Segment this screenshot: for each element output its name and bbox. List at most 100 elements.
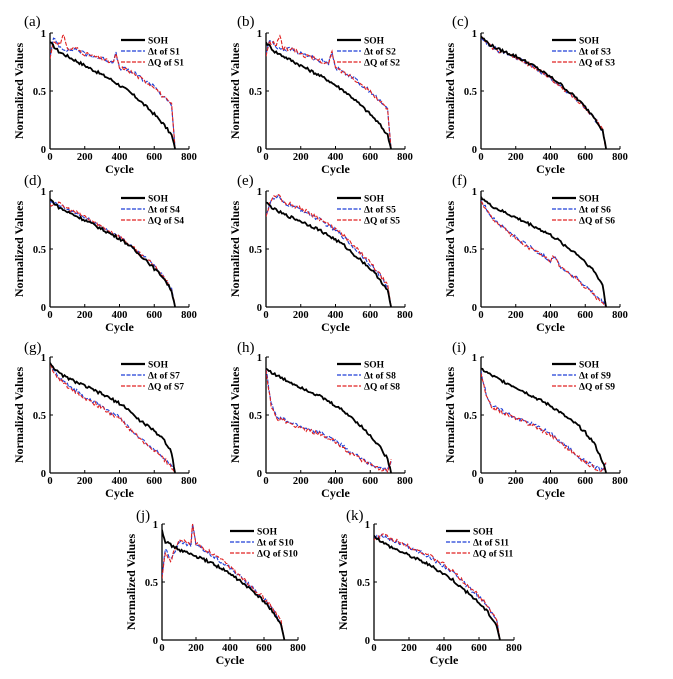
x-tick-label: 200 bbox=[508, 476, 524, 487]
x-tick-label: 400 bbox=[543, 152, 559, 163]
legend-label: ΔQ of S1 bbox=[148, 59, 184, 69]
legend-label: SOH bbox=[579, 361, 600, 371]
legend-label: SOH bbox=[579, 37, 600, 47]
y-tick-label: 0.5 bbox=[464, 245, 477, 256]
legend-label: SOH bbox=[148, 195, 169, 205]
x-tick-label: 800 bbox=[181, 152, 197, 163]
x-axis-title: Cycle bbox=[105, 162, 134, 176]
y-tick-label: 1 bbox=[472, 187, 477, 198]
panel-h: (h) 0 200 400 600 800 0 0.5 1 Cycle Normalized Val… bbox=[228, 340, 413, 500]
x-tick-label: 400 bbox=[112, 476, 128, 487]
panel-a: (a) 0 200 400 600 800 0 0.5 1 Cycle Normalized Val… bbox=[12, 14, 197, 176]
panel-label: (b) bbox=[237, 14, 255, 30]
y-tick-label: 1 bbox=[472, 29, 477, 40]
series-line-dt bbox=[481, 200, 607, 307]
panel-label: (j) bbox=[136, 508, 150, 524]
y-axis-title: Normalized Values bbox=[443, 43, 457, 140]
y-tick-label: 0 bbox=[153, 636, 158, 647]
x-axis-title: Cycle bbox=[430, 653, 459, 667]
panel-j: (j) 0 200 400 600 800 0 0.5 1 Cycle Normalized Val… bbox=[124, 508, 306, 667]
x-tick-label: 600 bbox=[362, 152, 378, 163]
series-line-dq bbox=[481, 373, 607, 472]
x-tick-label: 400 bbox=[328, 310, 344, 321]
y-axis-title: Normalized Values bbox=[12, 43, 26, 140]
x-tick-label: 200 bbox=[401, 643, 417, 654]
series-line-soh bbox=[374, 535, 501, 640]
x-tick-label: 800 bbox=[290, 643, 306, 654]
series-line-dq bbox=[266, 369, 392, 473]
x-axis-title: Cycle bbox=[536, 162, 565, 176]
series-line-dq bbox=[481, 201, 607, 307]
panel-d: (d) 0 200 400 600 800 0 0.5 1 Cycle Normalized Val… bbox=[12, 173, 197, 334]
x-tick-label: 0 bbox=[478, 152, 483, 163]
x-tick-label: 800 bbox=[181, 476, 197, 487]
y-tick-label: 0.5 bbox=[249, 411, 262, 422]
x-tick-label: 600 bbox=[146, 310, 162, 321]
x-axis-title: Cycle bbox=[536, 320, 565, 334]
y-tick-label: 0.5 bbox=[33, 245, 46, 256]
y-axis-title: Normalized Values bbox=[12, 201, 26, 298]
series-line-dq bbox=[374, 533, 501, 640]
legend-label: SOH bbox=[364, 37, 385, 47]
x-axis-title: Cycle bbox=[321, 320, 350, 334]
legend-label: Δt of S6 bbox=[579, 206, 611, 216]
legend-label: SOH bbox=[148, 361, 169, 371]
legend-label: ΔQ of S5 bbox=[364, 217, 400, 227]
x-tick-label: 800 bbox=[612, 152, 628, 163]
x-tick-label: 0 bbox=[371, 643, 376, 654]
y-tick-label: 0.5 bbox=[33, 411, 46, 422]
x-tick-label: 400 bbox=[112, 310, 128, 321]
series-line-dt bbox=[266, 194, 392, 307]
panel-label: (g) bbox=[24, 340, 42, 356]
panel-i: (i) 0 200 400 600 800 0 0.5 1 Cycle Normalized Val… bbox=[443, 340, 628, 500]
y-axis-title: Normalized Values bbox=[124, 534, 138, 631]
y-tick-label: 1 bbox=[41, 187, 46, 198]
panel-label: (c) bbox=[452, 14, 469, 30]
series-line-dt bbox=[50, 37, 176, 149]
series-line-dq bbox=[266, 34, 392, 149]
x-tick-label: 600 bbox=[146, 152, 162, 163]
x-tick-label: 400 bbox=[328, 476, 344, 487]
panel-c: (c) 0 200 400 600 800 0 0.5 1 Cycle Normalized Val… bbox=[443, 14, 628, 176]
legend-label: ΔQ of S11 bbox=[473, 550, 514, 560]
series-line-soh bbox=[481, 196, 607, 307]
x-tick-label: 400 bbox=[436, 643, 452, 654]
x-axis-title: Cycle bbox=[105, 486, 134, 500]
series-line-soh bbox=[50, 41, 176, 149]
x-tick-label: 200 bbox=[293, 310, 309, 321]
x-tick-label: 200 bbox=[508, 310, 524, 321]
x-tick-label: 600 bbox=[577, 152, 593, 163]
y-tick-label: 0 bbox=[472, 469, 477, 480]
legend-label: Δt of S4 bbox=[148, 206, 180, 216]
legend-label: Δt of S5 bbox=[364, 206, 396, 216]
y-tick-label: 1 bbox=[153, 520, 158, 531]
x-tick-label: 800 bbox=[397, 476, 413, 487]
series-line-soh bbox=[481, 35, 607, 149]
panel-label: (e) bbox=[237, 173, 254, 189]
x-axis-title: Cycle bbox=[536, 486, 565, 500]
y-tick-label: 1 bbox=[257, 187, 262, 198]
panel-label: (i) bbox=[452, 340, 466, 356]
series-line-soh bbox=[266, 367, 392, 473]
series-line-dq bbox=[162, 523, 285, 640]
x-axis-title: Cycle bbox=[321, 486, 350, 500]
legend-label: ΔQ of S7 bbox=[148, 383, 184, 393]
x-tick-label: 600 bbox=[471, 643, 487, 654]
legend-label: ΔQ of S4 bbox=[148, 217, 184, 227]
x-tick-label: 200 bbox=[293, 476, 309, 487]
legend-label: Δt of S2 bbox=[364, 48, 396, 58]
x-tick-label: 800 bbox=[397, 310, 413, 321]
x-tick-label: 0 bbox=[478, 476, 483, 487]
x-tick-label: 200 bbox=[293, 152, 309, 163]
legend-label: SOH bbox=[364, 361, 385, 371]
y-tick-label: 1 bbox=[257, 353, 262, 364]
x-tick-label: 600 bbox=[577, 476, 593, 487]
x-tick-label: 400 bbox=[112, 152, 128, 163]
y-tick-label: 0.5 bbox=[464, 87, 477, 98]
series-line-dt bbox=[50, 363, 176, 473]
y-axis-title: Normalized Values bbox=[228, 367, 242, 464]
panel-g: (g) 0 200 400 600 800 0 0.5 1 Cycle Normalized Val… bbox=[12, 340, 197, 500]
x-tick-label: 400 bbox=[543, 476, 559, 487]
x-tick-label: 600 bbox=[362, 310, 378, 321]
